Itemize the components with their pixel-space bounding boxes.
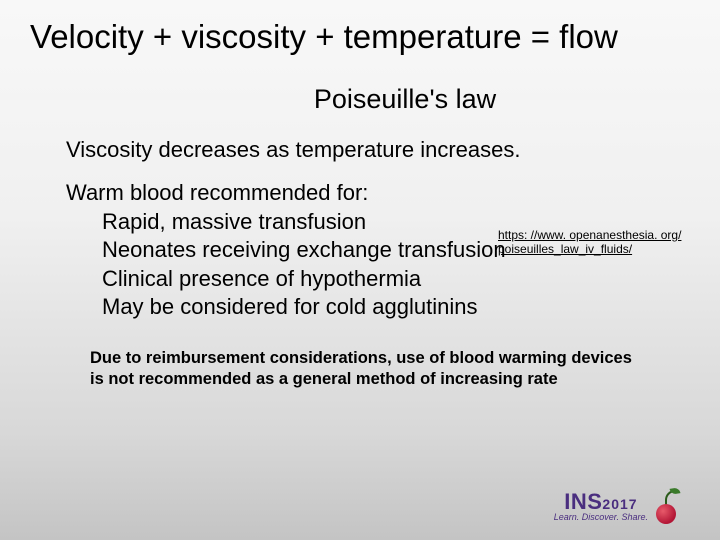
reference-link[interactable]: https: //www. openanesthesia. org/poiseu…: [498, 228, 688, 257]
logo-brand-year: INS2017: [564, 492, 637, 514]
slide-container: Velocity + viscosity + temperature = flo…: [0, 0, 720, 540]
warm-item: Clinical presence of hypothermia: [66, 265, 680, 294]
ins-logo: INS2017 Learn. Discover. Share.: [554, 488, 680, 526]
viscosity-statement: Viscosity decreases as temperature incre…: [66, 137, 680, 163]
slide-subtitle: Poiseuille's law: [120, 84, 690, 115]
warm-item: May be considered for cold agglutinins: [66, 293, 680, 322]
cherry-body: [656, 504, 676, 524]
logo-tagline: Learn. Discover. Share.: [554, 512, 648, 522]
reimbursement-note: Due to reimbursement considerations, use…: [66, 348, 680, 391]
warm-intro: Warm blood recommended for:: [66, 179, 680, 208]
logo-text-block: INS2017 Learn. Discover. Share.: [554, 492, 648, 522]
body-content: Viscosity decreases as temperature incre…: [30, 137, 690, 391]
logo-brand: INS: [564, 489, 602, 514]
cherry-icon: [652, 488, 680, 526]
slide-title: Velocity + viscosity + temperature = flo…: [30, 18, 690, 56]
logo-year: 2017: [602, 496, 637, 512]
